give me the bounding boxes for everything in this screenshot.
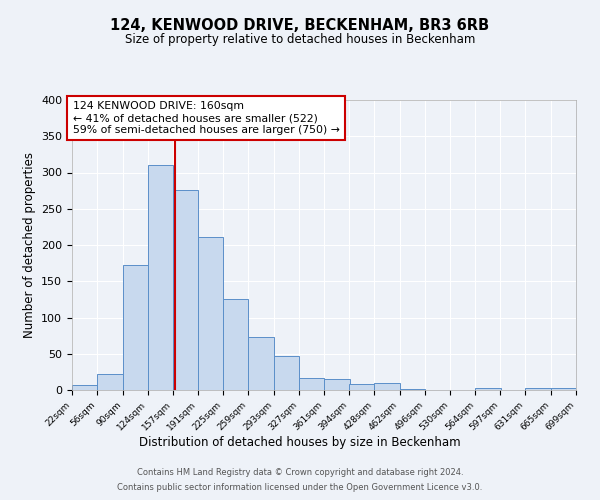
Text: Contains public sector information licensed under the Open Government Licence v3: Contains public sector information licen… [118, 483, 482, 492]
Bar [526, 388, 551, 390]
Bar [223, 298, 248, 390]
Bar [349, 384, 374, 390]
Bar [173, 190, 198, 390]
Bar [475, 388, 501, 390]
Bar [325, 379, 350, 390]
Bar [374, 384, 400, 390]
Text: 124, KENWOOD DRIVE, BECKENHAM, BR3 6RB: 124, KENWOOD DRIVE, BECKENHAM, BR3 6RB [110, 18, 490, 32]
Bar [299, 378, 325, 390]
Bar [248, 337, 274, 390]
Text: Contains HM Land Registry data © Crown copyright and database right 2024.: Contains HM Land Registry data © Crown c… [137, 468, 463, 477]
Bar [198, 237, 223, 390]
Bar [400, 388, 425, 390]
Text: 124 KENWOOD DRIVE: 160sqm
← 41% of detached houses are smaller (522)
59% of semi: 124 KENWOOD DRIVE: 160sqm ← 41% of detac… [73, 102, 340, 134]
Text: Distribution of detached houses by size in Beckenham: Distribution of detached houses by size … [139, 436, 461, 449]
Bar [72, 385, 97, 390]
Y-axis label: Number of detached properties: Number of detached properties [23, 152, 35, 338]
Bar [274, 356, 299, 390]
Bar [122, 264, 148, 390]
Text: Size of property relative to detached houses in Beckenham: Size of property relative to detached ho… [125, 32, 475, 46]
Bar [148, 164, 173, 390]
Bar [97, 374, 122, 390]
Bar [551, 388, 576, 390]
